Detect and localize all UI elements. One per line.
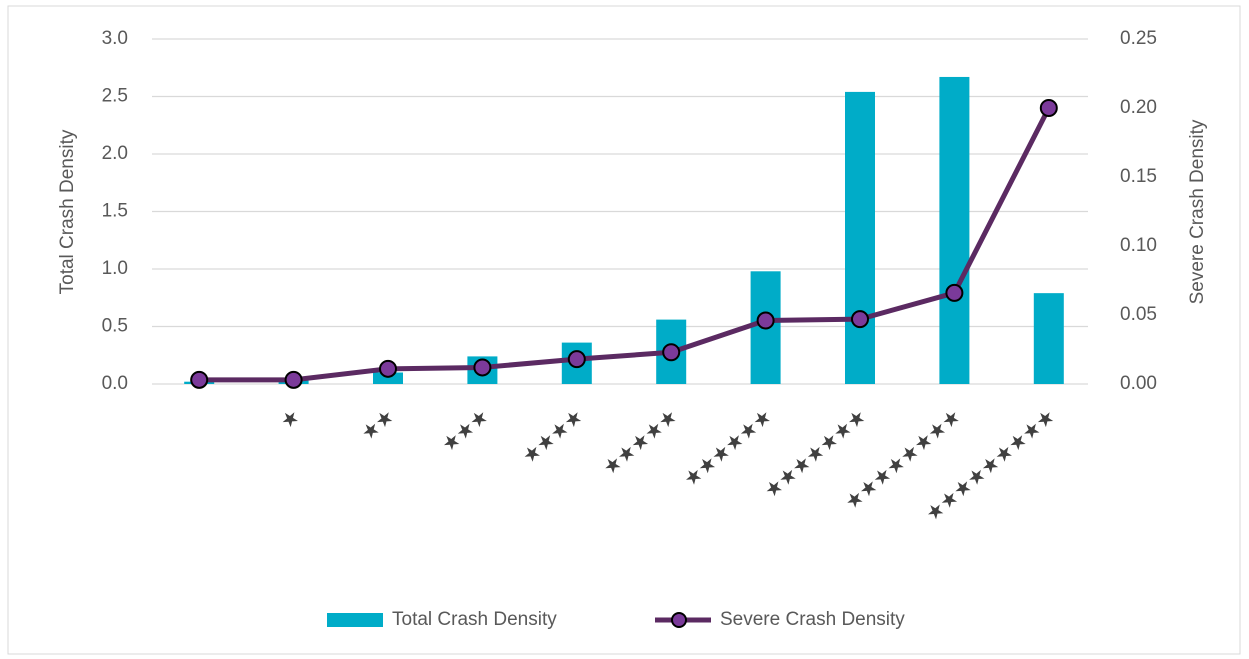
line-marker bbox=[1039, 99, 1058, 117]
y-tick-label: 1.0 bbox=[102, 258, 128, 279]
bar bbox=[845, 91, 875, 385]
line bbox=[199, 106, 1052, 383]
legend-label: Total Crash Density bbox=[392, 609, 557, 630]
y2-tick-label: 0.10 bbox=[1120, 235, 1157, 256]
legend-swatch bbox=[327, 613, 383, 627]
line-marker bbox=[945, 283, 964, 302]
line-marker bbox=[662, 343, 681, 362]
line-marker bbox=[851, 310, 869, 329]
y2-tick-label: 0.15 bbox=[1120, 166, 1157, 187]
legend-marker bbox=[671, 612, 687, 628]
line-marker bbox=[379, 359, 397, 378]
line-marker bbox=[284, 370, 303, 389]
y2-axis-title: Severe Crash Density bbox=[1187, 119, 1208, 304]
y-tick-label: 3.0 bbox=[102, 28, 128, 49]
y-tick-label: 0.5 bbox=[102, 316, 128, 337]
y-axis-title: Total Crash Density bbox=[57, 129, 78, 294]
bar bbox=[939, 76, 970, 384]
y-tick-label: 2.0 bbox=[102, 143, 128, 164]
y-tick-label: 2.5 bbox=[102, 86, 128, 107]
y2-tick-label: 0.00 bbox=[1120, 373, 1157, 394]
y2-tick-label: 0.25 bbox=[1120, 28, 1157, 49]
y2-tick-label: 0.20 bbox=[1120, 97, 1157, 118]
legend-label: Severe Crash Density bbox=[720, 609, 905, 630]
line-marker bbox=[567, 350, 586, 369]
bar bbox=[1033, 293, 1064, 384]
line-marker bbox=[473, 358, 492, 377]
y-tick-label: 0.0 bbox=[102, 373, 128, 394]
bar bbox=[373, 372, 403, 384]
line-marker bbox=[190, 370, 209, 389]
y2-tick-label: 0.05 bbox=[1120, 304, 1157, 325]
y-tick-label: 1.5 bbox=[102, 201, 128, 222]
line-marker bbox=[756, 311, 775, 330]
